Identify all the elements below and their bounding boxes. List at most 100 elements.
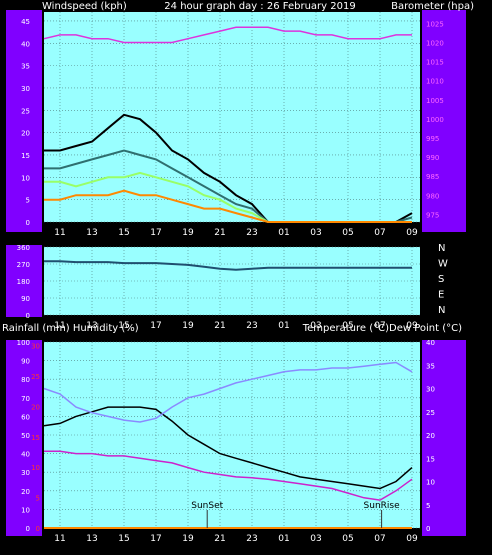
temp-panel-series-humidity [43,361,413,423]
temp-panel-right-tick: 0 [426,525,430,533]
temp-panel-left-tick: 100 [17,339,30,347]
wind-panel-right-tick: 980 [426,192,439,200]
wind-panel-x-tick: 11 [54,228,65,238]
temp-panel-right-tick: 40 [426,339,435,347]
direction-panel-plot-area [44,247,420,315]
direction-panel-x-tick: 05 [342,321,353,331]
wind-panel-left-tick: 15 [21,152,30,160]
wind-panel-left-tick: 30 [21,85,30,93]
wind-panel-right-tick: 1000 [426,116,444,124]
direction-panel-left-tick: 0 [26,312,30,320]
direction-panel-x-tick: 09 [406,321,418,331]
bot-right-axis-band [422,340,466,536]
wind-panel-left-tick: 10 [21,174,30,182]
wind-panel-x-tick: 01 [278,228,289,238]
temp-panel-x-tick: 09 [406,534,418,544]
wind-panel-left-tick: 45 [21,18,30,26]
wind-panel-left-tick: 20 [21,130,30,138]
temp-panel-left-tick: 80 [21,376,30,384]
direction-panel-x-tick: 11 [54,321,65,331]
temp-panel-x-tick: 23 [246,534,257,544]
temp-panel-rain-tick: 15 [31,434,40,442]
direction-panel-left-tick: 360 [17,244,30,252]
temp-panel-left-tick: 0 [26,525,30,533]
wind-panel-right-tick: 1020 [426,40,444,48]
wind-panel-left-tick: 35 [21,63,30,71]
temp-panel-x-tick: 11 [54,534,65,544]
temp-panel-x-tick: 13 [86,534,97,544]
wind-panel-left-tick: 0 [26,219,30,227]
temp-panel-x-tick: 19 [182,534,194,544]
wind-panel-x-tick: 23 [246,228,257,238]
top-center-label: 24 hour graph day : 26 February 2019 [164,1,355,12]
temp-panel-x-tick: 07 [374,534,385,544]
temp-panel-x-tick: 05 [342,534,353,544]
direction-panel-x-tick: 01 [278,321,289,331]
wind-panel-right-tick: 985 [426,173,439,181]
direction-panel-left-tick: 270 [17,261,30,269]
temp-panel-right-tick: 5 [426,502,430,510]
direction-panel-dir-label: S [438,274,444,285]
top-right-axis-band [422,10,466,232]
wind-panel-x-tick: 15 [118,228,129,238]
direction-panel-left-tick: 90 [21,295,30,303]
wind-panel-right-tick: 1015 [426,59,444,67]
direction-panel-dir-label: N [438,305,445,316]
sunset-label: SunSet [191,501,223,511]
temp-panel-left-tick: 70 [21,395,30,403]
temp-panel-rain-tick: 20 [31,403,40,411]
wind-panel-series-wind_orange [44,189,412,223]
wind-panel-left-tick: 5 [26,197,30,205]
direction-panel-series-direction [44,260,412,271]
wind-panel-right-tick: 995 [426,135,439,143]
temp-panel-x-tick: 01 [278,534,289,544]
wind-panel-x-tick: 05 [342,228,353,238]
direction-panel-x-tick: 23 [246,321,257,331]
temp-panel-rain-tick: 5 [36,495,40,503]
temp-panel-left-tick: 40 [21,451,30,459]
direction-panel-x-tick: 15 [118,321,129,331]
temp-panel-left-tick: 30 [21,469,30,477]
wind-panel-x-tick: 19 [182,228,194,238]
direction-panel-x-tick: 21 [214,321,225,331]
top-left-label: Windspeed (kph) [42,1,127,12]
wind-panel-x-tick: 03 [310,228,321,238]
wind-panel-left-tick: 25 [21,107,30,115]
bot-left-axis-band [6,340,42,536]
temp-panel-right-tick: 15 [426,455,435,463]
temp-panel-right-tick: 10 [426,479,435,487]
direction-panel-dir-label: W [438,259,448,270]
temp-panel-right-tick: 25 [426,409,435,417]
temp-panel-x-tick: 15 [118,534,129,544]
temp-panel-left-tick: 20 [21,488,30,496]
rain-humidity-label: Rainfall (mm) Humidity (%) [2,323,139,334]
direction-panel-x-tick: 03 [310,321,321,331]
temp-panel-rain-tick: 25 [31,373,40,381]
top-right-label: Barometer (hpa) [391,1,474,12]
wind-panel-right-tick: 1025 [426,20,444,28]
wind-panel-right-tick: 1010 [426,78,444,86]
wind-panel-x-tick: 21 [214,228,225,238]
wind-panel-x-tick: 17 [150,228,161,238]
temp-panel-rain-tick: 10 [31,464,40,472]
wind-panel-right-tick: 975 [426,211,439,219]
temp-panel-right-tick: 35 [426,362,435,370]
temp-panel-series-dewpoint [44,450,413,501]
wind-panel-x-tick: 07 [374,228,385,238]
temp-panel-x-tick: 21 [214,534,225,544]
mid-left-axis-band [6,245,42,317]
temp-panel-left-tick: 10 [21,506,30,514]
direction-panel-left-tick: 180 [17,278,30,286]
temp-panel-rain-tick: 0 [36,525,40,533]
wind-panel-left-tick: 40 [21,40,30,48]
sunrise-label: SunRise [364,501,401,511]
wind-panel-x-tick: 13 [86,228,97,238]
temp-panel-rain-tick: 30 [31,343,40,351]
direction-panel-x-tick: 07 [374,321,385,331]
wind-panel-right-tick: 990 [426,154,439,162]
temp-panel-right-tick: 20 [426,432,435,440]
wind-panel-right-tick: 1005 [426,97,444,105]
wind-panel-x-tick: 09 [406,228,418,238]
